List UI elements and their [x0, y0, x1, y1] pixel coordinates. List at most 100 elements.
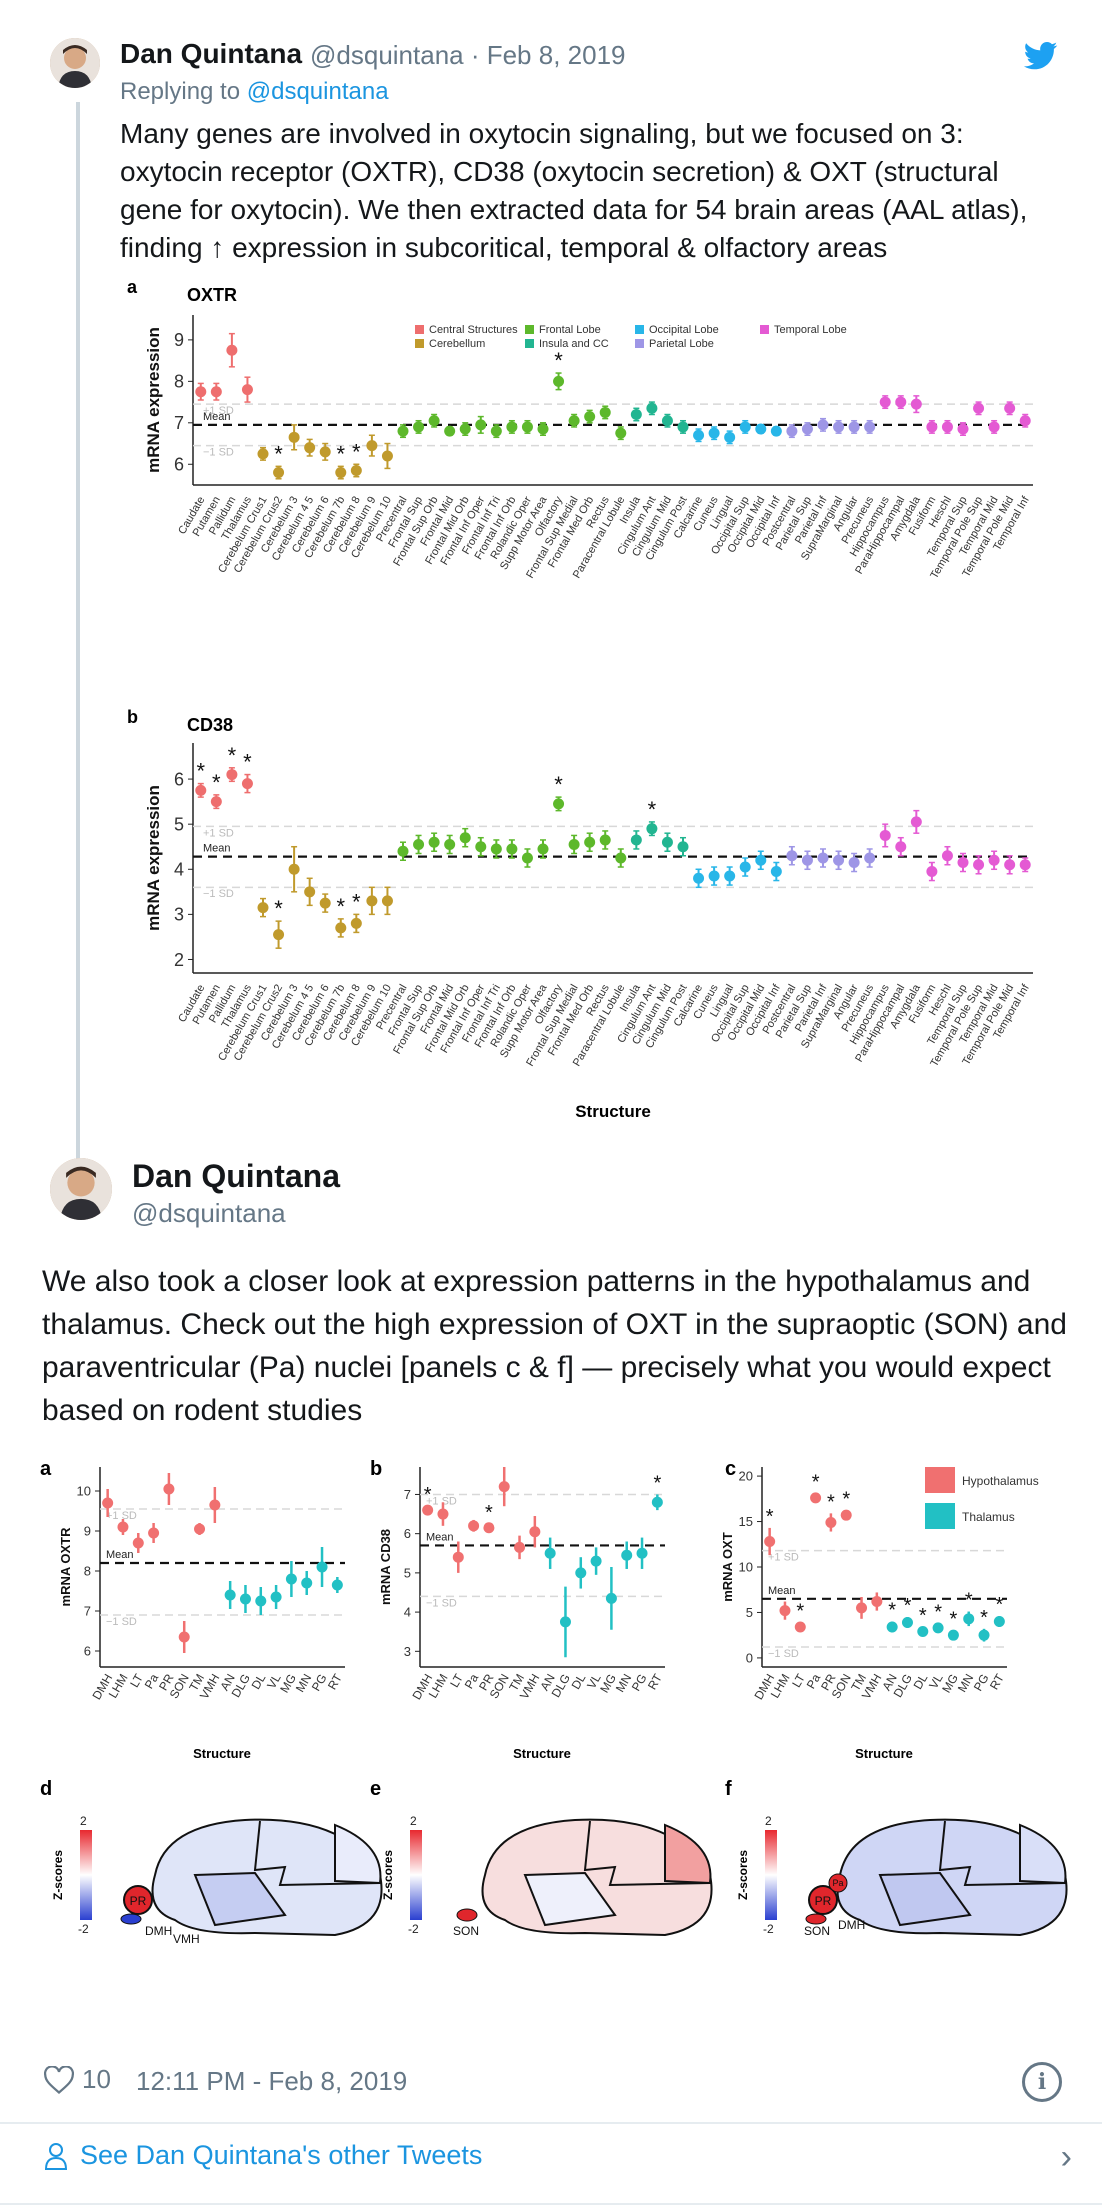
data-point [646, 823, 658, 835]
data-point [428, 836, 440, 848]
tweet-text: We also took a closer look at expression… [42, 1265, 1067, 1427]
sd-minus-label: −1 SD [426, 1597, 457, 1609]
data-point [475, 841, 487, 853]
data-point [871, 1596, 883, 1608]
avatar[interactable] [50, 38, 100, 88]
data-point [801, 854, 813, 866]
divider [0, 2203, 1102, 2205]
x-tick-label: RT [645, 1671, 665, 1692]
brain-region [334, 1823, 382, 1885]
x-tick-label: Pa [142, 1671, 162, 1691]
data-point [444, 838, 456, 850]
like-button[interactable]: 10 [44, 2064, 111, 2095]
colorbar-min: -2 [763, 1922, 774, 1936]
data-point [886, 1621, 898, 1633]
author-handle[interactable]: @dsquintana [132, 1198, 286, 1228]
brain-sulcus [253, 1820, 381, 1887]
region-pr [808, 1885, 838, 1915]
replying-handle-link[interactable]: @dsquintana [246, 78, 389, 105]
data-point [529, 1526, 541, 1538]
data-point [490, 843, 502, 855]
significance-star: * [352, 439, 361, 464]
data-point [241, 384, 253, 396]
region-label: VMH [173, 1932, 200, 1946]
y-tick-label: 7 [84, 1604, 91, 1619]
legend-label: Central Structures [429, 324, 518, 336]
x-axis-label: Structure [513, 1746, 571, 1761]
data-point [779, 1605, 791, 1617]
data-point [413, 421, 425, 433]
y-tick-label: 6 [84, 1644, 91, 1659]
legend-label: Parietal Lobe [649, 338, 714, 350]
colorbar-min: -2 [78, 1922, 89, 1936]
data-point [381, 450, 393, 462]
data-point [304, 442, 316, 454]
significance-star: * [653, 1472, 661, 1494]
y-axis-label: mRNA OXT [720, 1532, 735, 1602]
see-more-label: See Dan Quintana's other Tweets [80, 2140, 483, 2170]
significance-star: * [554, 772, 563, 797]
panel-letter-a: a [127, 277, 138, 297]
legend-swatch [925, 1503, 955, 1529]
data-point [947, 1629, 959, 1641]
y-tick-label: 8 [174, 372, 184, 392]
author-name[interactable]: Dan Quintana [132, 1158, 341, 1194]
avatar[interactable] [50, 1158, 112, 1220]
sd-minus-label: −1 SD [106, 1616, 137, 1628]
like-count: 10 [82, 2064, 111, 2094]
panel-letter-d: d [40, 1778, 52, 1800]
data-point [794, 1621, 806, 1633]
timestamp-link[interactable]: 12:11 PM - Feb 8, 2019 [136, 2066, 408, 2096]
data-point [224, 1589, 236, 1601]
colorbar [765, 1830, 777, 1920]
legend-swatch [415, 325, 424, 334]
y-tick-label: 9 [84, 1524, 91, 1539]
data-point [833, 421, 845, 433]
brain-panel-e: e 2 -2 Z-scores SON [370, 1778, 713, 1938]
colorbar-max: 2 [80, 1814, 87, 1828]
sd-plus-label: +1 SD [768, 1552, 799, 1564]
colorbar [410, 1830, 422, 1920]
x-tick-label: VL [264, 1671, 284, 1691]
author-handle-date[interactable]: @dsquintana · Feb 8, 2019 [310, 40, 626, 70]
chart-title: OXTR [187, 285, 237, 305]
chevron-right-icon[interactable]: › [1060, 2138, 1072, 2176]
divider [0, 2122, 1102, 2124]
data-point [848, 857, 860, 869]
data-point [132, 1537, 144, 1549]
data-point [350, 464, 362, 476]
colorbar-min: -2 [408, 1922, 419, 1936]
region-label: Pa [832, 1878, 843, 1888]
data-point [677, 421, 689, 433]
twitter-bird-icon[interactable] [1023, 42, 1058, 75]
data-point [381, 895, 393, 907]
data-point [879, 396, 891, 408]
significance-star: * [934, 1601, 942, 1623]
significance-star: * [842, 1489, 850, 1511]
brain-region [878, 1871, 972, 1927]
x-tick-label: DL [569, 1671, 589, 1692]
data-point [801, 423, 813, 435]
data-point [490, 425, 502, 437]
tweet-text: Many genes are involved in oxytocin sign… [120, 118, 1028, 263]
data-point [366, 440, 378, 452]
author-name[interactable]: Dan Quintana [120, 38, 303, 69]
data-point [856, 1602, 868, 1614]
sd-minus-label: −1 SD [203, 447, 234, 459]
data-point [786, 425, 798, 437]
region-blob [456, 1908, 478, 1922]
brain-region [523, 1871, 617, 1927]
see-more-tweets-link[interactable]: See Dan Quintana's other Tweets [44, 2140, 482, 2171]
data-point [693, 872, 705, 884]
data-point [770, 425, 782, 437]
data-point [257, 448, 269, 460]
info-icon[interactable]: i [1022, 2062, 1062, 2102]
data-point [786, 850, 798, 862]
data-point [194, 1523, 206, 1535]
significance-star: * [904, 1595, 912, 1617]
data-point [559, 1616, 571, 1628]
brain-region [1019, 1823, 1067, 1885]
data-point [210, 796, 222, 808]
legend-label: Thalamus [962, 1510, 1015, 1524]
